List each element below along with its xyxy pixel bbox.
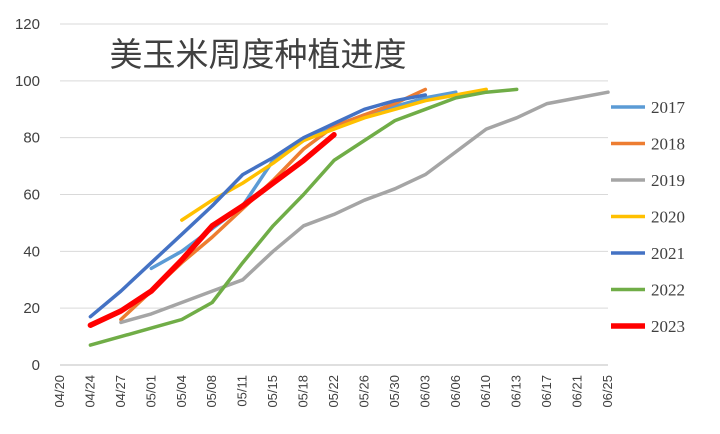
x-tick-label: 04/20	[52, 375, 67, 408]
series-line-2022	[88, 87, 519, 347]
legend-label-2022: 2022	[651, 281, 685, 300]
legend-label-2020: 2020	[651, 208, 685, 227]
x-tick-label: 05/26	[356, 375, 371, 408]
legend-label-2017: 2017	[651, 98, 686, 117]
y-tick-label: 80	[23, 130, 40, 147]
x-tick-label: 06/10	[478, 375, 493, 408]
x-tick-label: 05/04	[174, 375, 189, 408]
series-line-2023	[87, 132, 337, 328]
x-tick-label: 05/15	[265, 375, 280, 408]
y-tick-label: 0	[32, 357, 40, 374]
legend: 2017 2018 2019 2020 2021 2022 2023	[611, 98, 686, 336]
x-tick-label: 06/13	[509, 375, 524, 408]
chart-title: 美玉米周度种植进度	[110, 35, 407, 74]
legend-label-2023: 2023	[651, 317, 685, 336]
x-tick-label: 05/18	[296, 375, 311, 408]
x-tick-label: 06/25	[600, 375, 615, 408]
y-axis-ticks: 0 20 40 60 80 100 120	[15, 16, 40, 374]
x-tick-label: 04/24	[82, 375, 97, 408]
x-tick-label: 05/11	[235, 375, 250, 407]
x-tick-label: 06/17	[539, 375, 554, 408]
x-tick-label: 05/01	[143, 375, 158, 408]
x-tick-label: 05/08	[204, 375, 219, 408]
x-tick-label: 06/21	[570, 375, 585, 408]
y-tick-label: 120	[15, 16, 40, 33]
x-tick-label: 05/30	[387, 375, 402, 408]
x-tick-label: 06/06	[448, 375, 463, 408]
series-line-2021	[88, 93, 428, 319]
y-tick-label: 60	[23, 187, 40, 204]
legend-label-2019: 2019	[651, 171, 685, 190]
series-line-2019	[119, 90, 610, 325]
x-axis-ticks: 04/20 04/24 04/27 05/01 05/04 05/08 05/11 05/15…	[52, 375, 615, 408]
y-tick-label: 100	[15, 73, 40, 90]
legend-label-2018: 2018	[651, 135, 685, 154]
x-tick-label: 06/03	[417, 375, 432, 408]
y-tick-label: 40	[23, 243, 40, 260]
y-tick-label: 20	[23, 300, 40, 317]
x-tick-label: 05/22	[326, 375, 341, 408]
series-line-2020	[180, 87, 488, 222]
series-lines	[87, 87, 610, 347]
x-tick-label: 04/27	[113, 375, 128, 408]
legend-label-2021: 2021	[651, 244, 685, 263]
